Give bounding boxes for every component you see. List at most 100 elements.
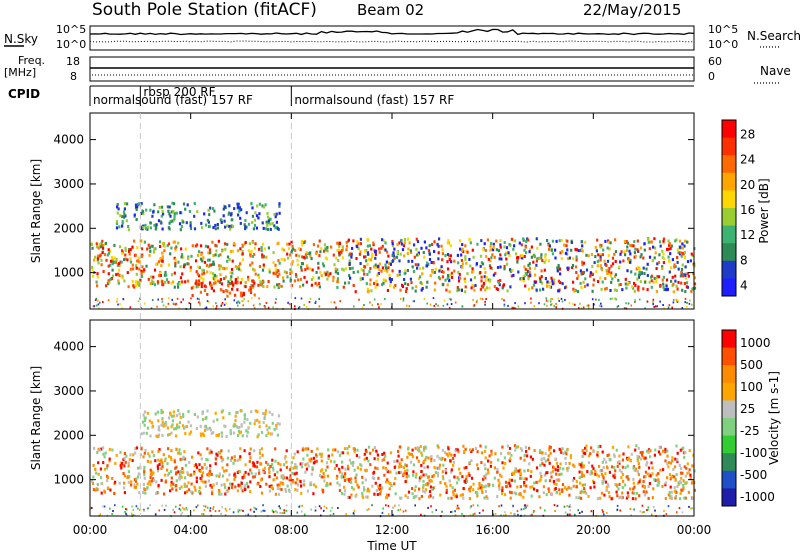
heatmap-cell — [344, 281, 347, 285]
heatmap-cell — [414, 289, 417, 293]
heatmap-cell — [592, 283, 595, 287]
heatmap-cell — [157, 449, 160, 453]
heatmap-cell — [95, 242, 98, 246]
heatmap-cell — [107, 248, 110, 252]
heatmap-cell — [244, 285, 247, 289]
heatmap-cell — [191, 455, 194, 459]
heatmap-cell — [370, 258, 373, 262]
heatmap-cell — [300, 491, 303, 495]
heatmap-cell — [249, 287, 252, 291]
heatmap-cell — [693, 286, 697, 290]
heatmap-cell — [226, 294, 229, 298]
heatmap-cell — [175, 447, 178, 451]
heatmap-cell — [441, 470, 444, 474]
heatmap-cell — [98, 242, 101, 246]
heatmap-cell — [404, 469, 407, 473]
heatmap-cell — [154, 459, 157, 463]
y-tick-label: 2000 — [53, 221, 84, 235]
heatmap-cell — [508, 490, 512, 494]
heatmap-cell — [170, 210, 173, 214]
heatmap-cell — [649, 240, 652, 244]
heatmap-cell — [686, 305, 688, 308]
heatmap-cell — [681, 242, 684, 246]
heatmap-cell — [450, 271, 453, 275]
heatmap-cell — [327, 274, 330, 278]
heatmap-cell — [115, 273, 118, 277]
heatmap-cell — [284, 488, 287, 491]
heatmap-cell — [127, 480, 130, 484]
heatmap-cell — [462, 444, 465, 448]
heatmap-cell — [604, 472, 607, 476]
heatmap-cell — [614, 273, 617, 277]
heatmap-cell — [276, 274, 279, 278]
heatmap-cell — [646, 288, 649, 292]
heatmap-cell — [554, 248, 557, 252]
heatmap-cell — [163, 273, 166, 277]
heatmap-cell — [203, 505, 205, 508]
heatmap-cell — [504, 493, 507, 497]
heatmap-cell — [578, 470, 581, 474]
heatmap-cell — [351, 266, 354, 270]
heatmap-cell — [423, 298, 426, 300]
heatmap-cell — [182, 412, 185, 416]
heatmap-cell — [268, 484, 271, 488]
heatmap-cell — [349, 252, 352, 256]
heatmap-cell — [332, 279, 335, 283]
heatmap-cell — [686, 260, 690, 264]
heatmap-cell — [505, 251, 508, 255]
heatmap-cell — [384, 266, 387, 270]
heatmap-cell — [331, 453, 334, 457]
heatmap-cell — [523, 483, 526, 487]
heatmap-cell — [161, 417, 164, 421]
heatmap-cell — [522, 277, 525, 280]
heatmap-cell — [220, 431, 223, 435]
heatmap-cell — [648, 255, 652, 259]
heatmap-cell — [143, 473, 146, 477]
heatmap-cell — [209, 251, 212, 255]
heatmap-cell — [446, 260, 449, 264]
heatmap-cell — [539, 242, 542, 246]
heatmap-cell — [201, 410, 204, 414]
heatmap-cell — [221, 302, 224, 304]
heatmap-cell — [683, 256, 686, 259]
heatmap-cell — [476, 467, 480, 471]
heatmap-cell — [535, 237, 538, 241]
heatmap-cell — [142, 483, 145, 486]
heatmap-cell — [679, 251, 682, 255]
heatmap-cell — [296, 450, 299, 454]
heatmap-cell — [200, 477, 204, 481]
heatmap-cell — [166, 244, 169, 248]
heatmap-cell — [342, 285, 345, 289]
heatmap-cell — [473, 304, 476, 307]
heatmap-cell — [276, 486, 279, 490]
heatmap-cell — [591, 264, 594, 268]
heatmap-cell — [315, 453, 318, 457]
heatmap-cell — [522, 279, 525, 283]
heatmap-cell — [405, 475, 408, 479]
heatmap-cell — [207, 251, 210, 255]
heatmap-cell — [661, 249, 664, 253]
heatmap-cell — [276, 483, 279, 487]
heatmap-cell — [172, 210, 175, 213]
heatmap-cell — [261, 453, 264, 457]
heatmap-cell — [318, 505, 321, 508]
heatmap-cell — [684, 474, 687, 478]
heatmap-cell — [582, 270, 586, 274]
heatmap-cell — [193, 214, 196, 218]
heatmap-cell — [465, 474, 468, 478]
heatmap-cell — [681, 471, 684, 475]
heatmap-cell — [244, 227, 247, 231]
heatmap-cell — [398, 273, 401, 277]
heatmap-cell — [196, 297, 199, 300]
heatmap-cell — [376, 457, 379, 461]
heatmap-cell — [559, 251, 562, 255]
heatmap-cell — [484, 474, 487, 478]
heatmap-cell — [274, 215, 277, 219]
heatmap-cell — [137, 472, 140, 476]
heatmap-cell — [356, 448, 359, 452]
heatmap-cell — [213, 273, 216, 277]
heatmap-cell — [629, 508, 632, 510]
heatmap-cell — [220, 220, 223, 224]
heatmap-cell — [181, 506, 184, 509]
heatmap-cell — [679, 491, 682, 495]
